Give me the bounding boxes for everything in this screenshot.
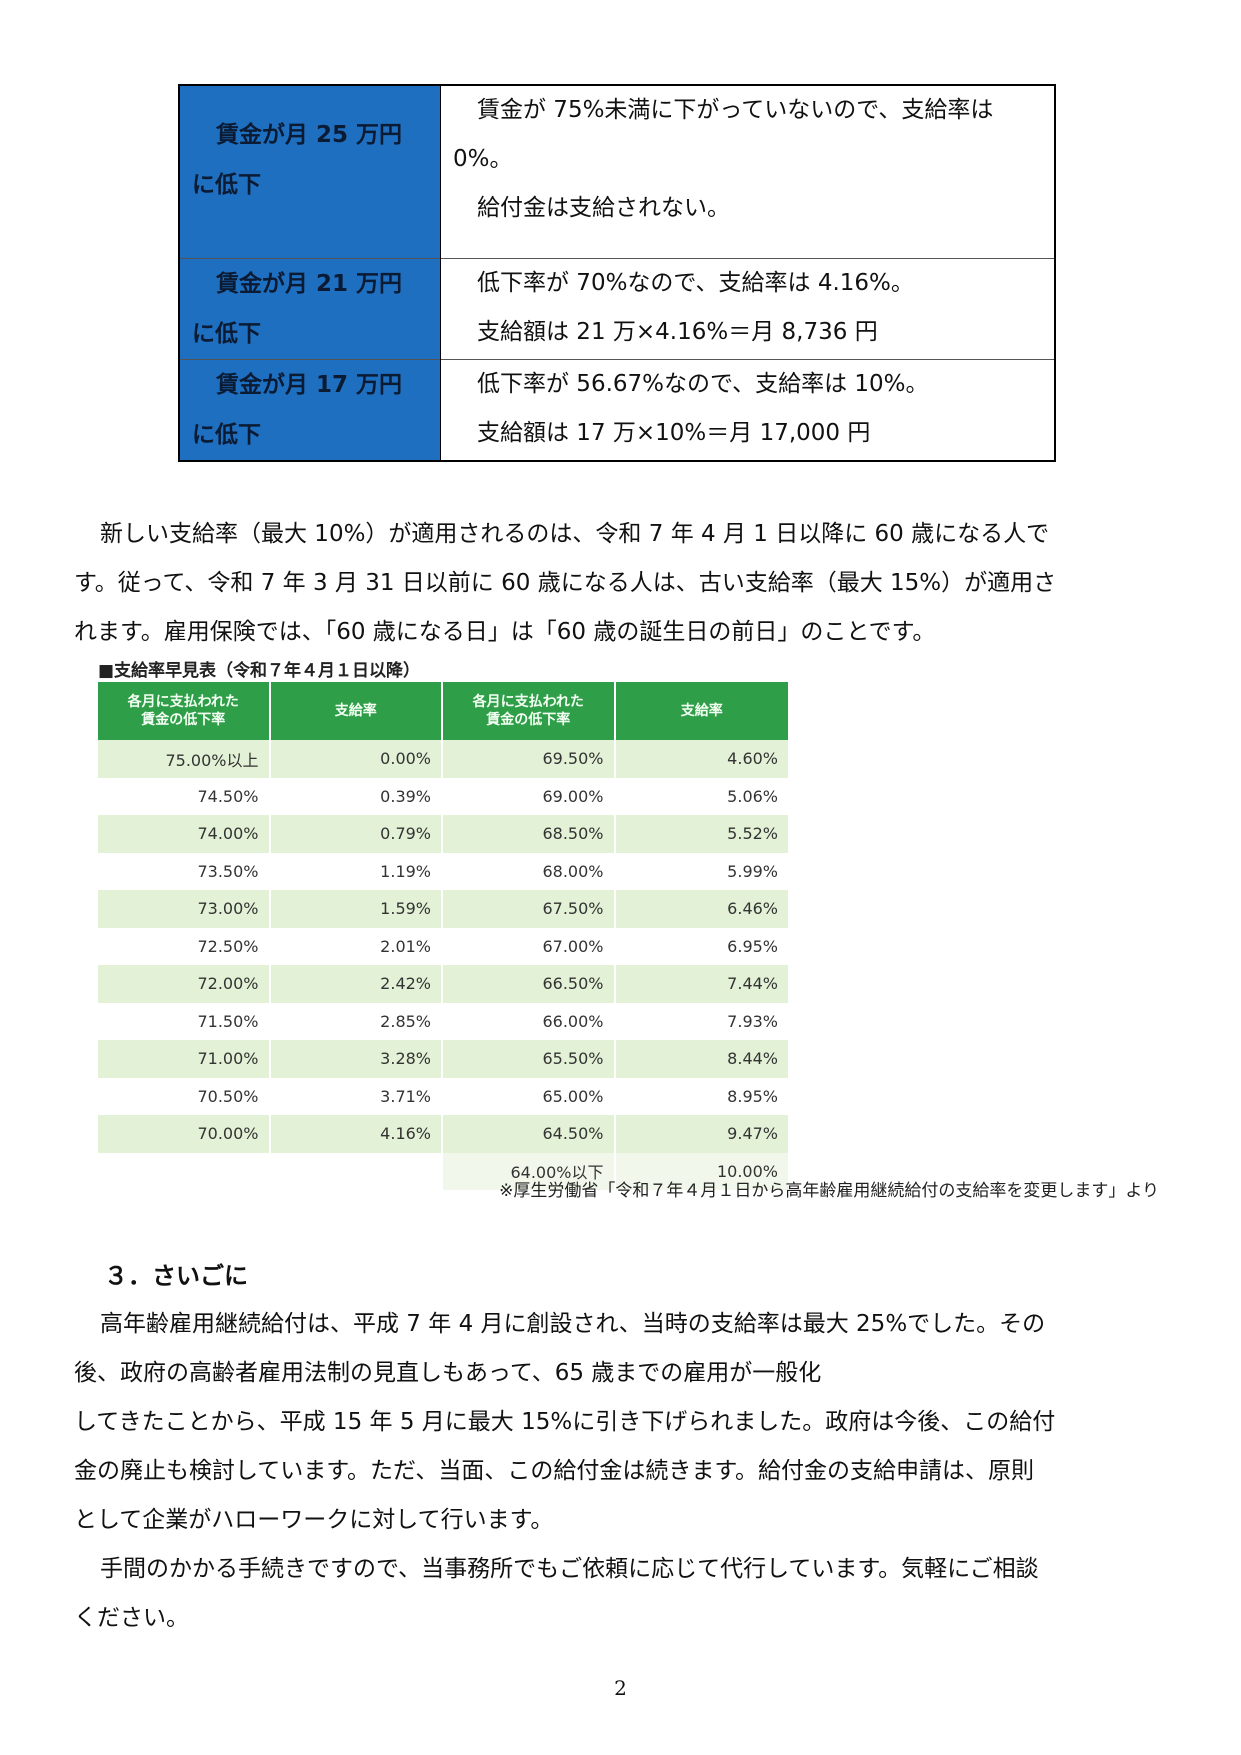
cell-reduction-rate: 69.50% <box>443 740 616 778</box>
section-title: ３．さいごに <box>104 1262 248 1290</box>
rate-table-body: 75.00%以上 0.00% 69.50% 4.60% 74.50% 0.39% 69.00… <box>98 740 788 1190</box>
cell-payment-rate: 0.39% <box>270 777 443 815</box>
header-reduction-rate: 各月に支払われた 賃金の低下率 <box>98 682 271 740</box>
paragraph-application: 新しい支給率（最大 10%）が適用されるのは、令和 7 年 4 月 1 日以降に… <box>74 521 1057 645</box>
rate-table-title: ■支給率早見表（令和７年４月１日以降） <box>98 661 421 681</box>
rate-table-row: 74.00% 0.79% 68.50% 5.52% <box>98 815 788 853</box>
cell-payment-rate: 1.59% <box>270 890 443 928</box>
cell-payment-rate: 8.95% <box>615 1077 788 1115</box>
example-row: 賃金が月 25 万円 に低下 賃金が 75%未満に下がっていないので、支給率は … <box>179 85 1055 259</box>
example-row-label: 賃金が月 17 万円 に低下 <box>179 359 441 461</box>
rate-table-row: 70.50% 3.71% 65.00% 8.95% <box>98 1077 788 1115</box>
cell-payment-rate: 5.52% <box>615 815 788 853</box>
cell-payment-rate: 7.44% <box>615 965 788 1003</box>
cell-payment-rate: 9.47% <box>615 1115 788 1153</box>
cell-payment-rate: 6.95% <box>615 927 788 965</box>
cell-reduction-rate: 74.50% <box>98 777 271 815</box>
cell-payment-rate: 2.85% <box>270 1002 443 1040</box>
source-note: ※厚生労働省「令和７年４月１日から高年齢雇用継続給付の支給率を変更します」より <box>499 1181 1159 1201</box>
example-row-description: 低下率が 70%なので、支給率は 4.16%。 支給額は 21 万×4.16%＝… <box>440 258 1055 360</box>
paragraph-consultation: 手間のかかる手続きですので、当事務所でもご依頼に応じて代行しています。気軽にご相… <box>74 1556 1039 1631</box>
cell-reduction-rate: 67.00% <box>443 927 616 965</box>
rate-table-container: 各月に支払われた 賃金の低下率 支給率 各月に支払われた 賃金の低下率 支給率 … <box>98 682 788 1190</box>
paragraph-history: 高年齢雇用継続給付は、平成 7 年 4 月に創設され、当時の支給率は最大 25%… <box>74 1311 1056 1533</box>
cell-reduction-rate: 65.50% <box>443 1040 616 1078</box>
rate-table-row: 74.50% 0.39% 69.00% 5.06% <box>98 777 788 815</box>
cell-reduction-rate: 73.50% <box>98 852 271 890</box>
cell-payment-rate: 5.06% <box>615 777 788 815</box>
cell-payment-rate: 3.28% <box>270 1040 443 1078</box>
cell-payment-rate <box>270 1152 443 1190</box>
cell-reduction-rate: 74.00% <box>98 815 271 853</box>
header-payment-rate: 支給率 <box>615 682 788 740</box>
example-row: 賃金が月 21 万円 に低下 低下率が 70%なので、支給率は 4.16%。 支… <box>179 258 1055 360</box>
cell-payment-rate: 8.44% <box>615 1040 788 1078</box>
cell-payment-rate: 4.60% <box>615 740 788 778</box>
cell-reduction-rate: 66.00% <box>443 1002 616 1040</box>
cell-reduction-rate: 65.00% <box>443 1077 616 1115</box>
rate-table: 各月に支払われた 賃金の低下率 支給率 各月に支払われた 賃金の低下率 支給率 … <box>98 682 788 1190</box>
cell-payment-rate: 7.93% <box>615 1002 788 1040</box>
rate-table-row: 73.50% 1.19% 68.00% 5.99% <box>98 852 788 890</box>
rate-table-row: 72.50% 2.01% 67.00% 6.95% <box>98 927 788 965</box>
cell-payment-rate: 2.42% <box>270 965 443 1003</box>
example-row: 賃金が月 17 万円 に低下 低下率が 56.67%なので、支給率は 10%。 … <box>179 359 1055 461</box>
cell-reduction-rate: 71.50% <box>98 1002 271 1040</box>
rate-table-row: 75.00%以上 0.00% 69.50% 4.60% <box>98 740 788 778</box>
cell-reduction-rate: 72.50% <box>98 927 271 965</box>
cell-reduction-rate: 64.00%以下 <box>443 1152 616 1190</box>
cell-payment-rate: 1.19% <box>270 852 443 890</box>
cell-payment-rate: 0.79% <box>270 815 443 853</box>
page-number: 2 <box>614 1676 627 1700</box>
cell-reduction-rate: 73.00% <box>98 890 271 928</box>
cell-reduction-rate: 72.00% <box>98 965 271 1003</box>
rate-table-row: 71.50% 2.85% 66.00% 7.93% <box>98 1002 788 1040</box>
cell-payment-rate: 2.01% <box>270 927 443 965</box>
cell-reduction-rate: 67.50% <box>443 890 616 928</box>
rate-table-row: 64.00%以下 10.00% <box>98 1152 788 1190</box>
cell-reduction-rate: 70.00% <box>98 1115 271 1153</box>
cell-reduction-rate: 70.50% <box>98 1077 271 1115</box>
cell-reduction-rate: 69.00% <box>443 777 616 815</box>
cell-payment-rate: 4.16% <box>270 1115 443 1153</box>
rate-table-row: 70.00% 4.16% 64.50% 9.47% <box>98 1115 788 1153</box>
rate-table-header-row: 各月に支払われた 賃金の低下率 支給率 各月に支払われた 賃金の低下率 支給率 <box>98 682 788 740</box>
cell-payment-rate: 10.00% <box>615 1152 788 1190</box>
cell-reduction-rate: 75.00%以上 <box>98 740 271 778</box>
cell-reduction-rate: 64.50% <box>443 1115 616 1153</box>
cell-payment-rate: 6.46% <box>615 890 788 928</box>
example-row-label: 賃金が月 21 万円 に低下 <box>179 258 441 360</box>
cell-payment-rate: 3.71% <box>270 1077 443 1115</box>
rate-table-row: 71.00% 3.28% 65.50% 8.44% <box>98 1040 788 1078</box>
example-table: 賃金が月 25 万円 に低下 賃金が 75%未満に下がっていないので、支給率は … <box>178 84 1056 462</box>
cell-payment-rate: 0.00% <box>270 740 443 778</box>
example-row-description: 賃金が 75%未満に下がっていないので、支給率は 0%。 給付金は支給されない。 <box>440 85 1055 259</box>
example-row-description: 低下率が 56.67%なので、支給率は 10%。 支給額は 17 万×10%＝月… <box>440 359 1055 461</box>
rate-table-row: 72.00% 2.42% 66.50% 7.44% <box>98 965 788 1003</box>
cell-reduction-rate: 68.00% <box>443 852 616 890</box>
example-row-label: 賃金が月 25 万円 に低下 <box>179 85 441 259</box>
cell-payment-rate: 5.99% <box>615 852 788 890</box>
cell-reduction-rate: 71.00% <box>98 1040 271 1078</box>
cell-reduction-rate: 68.50% <box>443 815 616 853</box>
cell-reduction-rate: 66.50% <box>443 965 616 1003</box>
header-payment-rate: 支給率 <box>270 682 443 740</box>
rate-table-row: 73.00% 1.59% 67.50% 6.46% <box>98 890 788 928</box>
header-reduction-rate: 各月に支払われた 賃金の低下率 <box>443 682 616 740</box>
cell-reduction-rate <box>98 1152 271 1190</box>
